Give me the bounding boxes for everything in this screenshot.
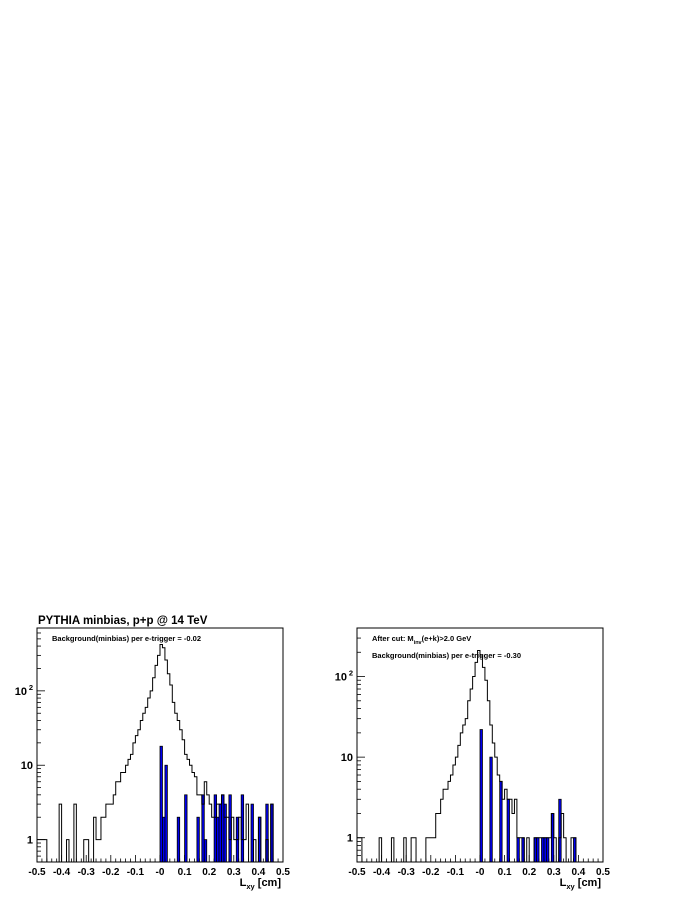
x-tick-label: 0.1 — [178, 867, 192, 878]
y-tick-label: 1 — [347, 833, 353, 845]
selected-bar — [546, 837, 550, 862]
selected-bar — [250, 803, 254, 862]
x-tick-label: -0.4 — [373, 867, 391, 878]
x-tick-label: -0.2 — [422, 867, 440, 878]
selected-bar — [516, 837, 520, 862]
x-tick-label: -0 — [156, 867, 165, 878]
selected-bar — [223, 803, 227, 862]
x-tick-label: -0.5 — [348, 867, 366, 878]
x-tick-label: 0.5 — [596, 867, 610, 878]
selected-bar — [184, 794, 188, 862]
x-tick-label: -0.1 — [127, 867, 145, 878]
y-tick-exponent: 2 — [349, 669, 353, 678]
x-axis-label: Lxy [cm] — [560, 877, 602, 891]
x-tick-label: 0.4 — [571, 867, 585, 878]
histogram-outline — [357, 650, 603, 862]
y-tick-label: 10 — [21, 760, 33, 772]
x-tick-label: -0.3 — [398, 867, 416, 878]
x-tick-label: -0.5 — [28, 867, 46, 878]
selected-bar — [196, 816, 200, 862]
x-tick-label: 0.5 — [276, 867, 290, 878]
background-annotation: Background(minbias) per e-trigger = -0.0… — [52, 634, 201, 643]
x-tick-label: 0.4 — [251, 867, 265, 878]
background-annotation: Background(minbias) per e-trigger = -0.3… — [372, 651, 521, 660]
x-tick-label: 0.3 — [227, 867, 241, 878]
selected-bar — [536, 837, 540, 862]
histogram-panel-right: -0.5 -0.4 -0.3 -0.2 -0.1 -0 0.1 0.2 0.3 0.4 0.5 1 10… — [335, 627, 610, 891]
x-tick-label: 0.1 — [498, 867, 512, 878]
selected-bar — [506, 798, 510, 862]
x-tick-label: -0 — [476, 867, 485, 878]
histogram-outline — [37, 644, 283, 862]
y-tick-exponent: 2 — [29, 683, 33, 692]
x-axis-label: Lxy [cm] — [240, 877, 282, 891]
y-tick-label: 10 — [341, 752, 353, 764]
x-tick-label: 0.2 — [202, 867, 216, 878]
selected-bar — [489, 756, 493, 862]
x-tick-label: -0.4 — [53, 867, 71, 878]
selected-bar — [164, 764, 168, 862]
plot-area — [37, 644, 283, 862]
selected-bar — [176, 816, 181, 862]
y-tick-label: 1 — [27, 835, 33, 847]
x-tick-label: 0.2 — [522, 867, 536, 878]
x-tick-label: -0.1 — [447, 867, 465, 878]
selected-bar — [159, 745, 163, 862]
figure-title: PYTHIA minbias, p+p @ 14 TeV — [38, 615, 208, 627]
x-tick-label: -0.3 — [78, 867, 96, 878]
histogram-panel-left: -0.5 -0.4 -0.3 -0.2 -0.1 -0 0.1 0.2 0.3 0.4 0.5 1 10… — [15, 627, 290, 891]
selected-bar — [265, 803, 269, 862]
plot-area — [357, 650, 603, 862]
selected-bar — [201, 794, 205, 862]
x-tick-label: -0.2 — [102, 867, 120, 878]
y-tick-label: 10 — [335, 672, 347, 684]
cut-annotation: After cut: Minv(e+k)>2.0 GeV — [372, 634, 471, 646]
selected-bar — [479, 729, 483, 862]
x-tick-label: 0.3 — [547, 867, 561, 878]
y-tick-label: 10 — [15, 686, 27, 698]
